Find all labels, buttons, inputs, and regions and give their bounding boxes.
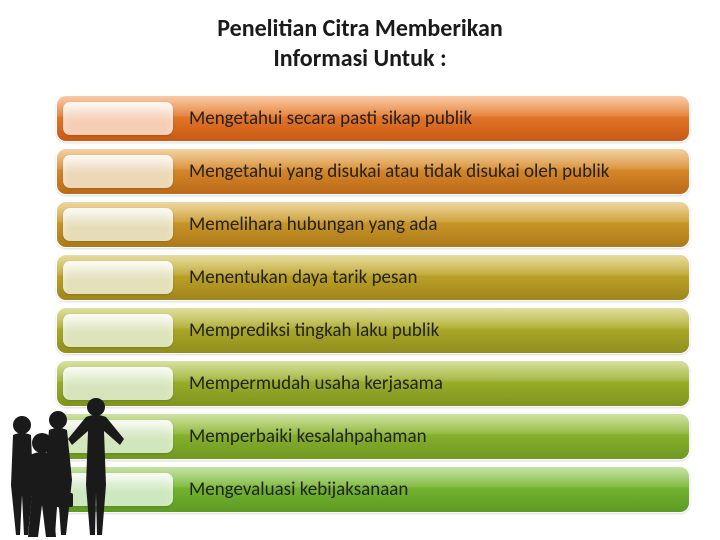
row-label: Memperbaiki kesalahpahaman <box>189 425 679 448</box>
row-label: Mengevaluasi kebijaksanaan <box>189 478 679 501</box>
row-tab <box>63 314 173 347</box>
info-row: Mengevaluasi kebijaksanaan <box>56 466 690 513</box>
info-row: Mempermudah usaha kerjasama <box>56 360 690 407</box>
row-label: Mengetahui secara pasti sikap publik <box>189 107 679 130</box>
info-row: Memprediksi tingkah laku publik <box>56 307 690 354</box>
row-label: Memelihara hubungan yang ada <box>189 213 679 236</box>
row-label: Mempermudah usaha kerjasama <box>189 372 679 395</box>
row-tab <box>63 473 173 506</box>
info-row: Memelihara hubungan yang ada <box>56 201 690 248</box>
row-tab <box>63 102 173 135</box>
title-line-1: Penelitian Citra Memberikan <box>0 14 720 44</box>
info-row: Menentukan daya tarik pesan <box>56 254 690 301</box>
row-tab <box>63 155 173 188</box>
row-tab <box>63 208 173 241</box>
row-tab <box>63 261 173 294</box>
title-line-2: Informasi Untuk : <box>0 44 720 74</box>
row-tab <box>63 367 173 400</box>
info-row: Memperbaiki kesalahpahaman <box>56 413 690 460</box>
row-label: Mengetahui yang disukai atau tidak disuk… <box>189 160 679 183</box>
row-tab <box>63 420 173 453</box>
row-label: Menentukan daya tarik pesan <box>189 266 679 289</box>
info-row: Mengetahui yang disukai atau tidak disuk… <box>56 148 690 195</box>
info-row: Mengetahui secara pasti sikap publik <box>56 95 690 142</box>
row-label: Memprediksi tingkah laku publik <box>189 319 679 342</box>
page-title: Penelitian Citra Memberikan Informasi Un… <box>0 0 720 74</box>
info-list: Mengetahui secara pasti sikap publik Meng… <box>56 95 690 513</box>
